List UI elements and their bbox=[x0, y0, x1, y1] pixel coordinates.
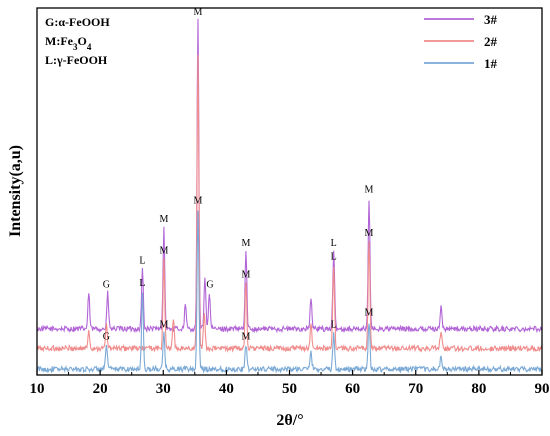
x-tick-label: 50 bbox=[282, 381, 297, 397]
x-tick-label: 70 bbox=[408, 381, 423, 397]
annotation-layer: G L M M G M L M M M L M G L M M M L M bbox=[103, 7, 374, 342]
x-tick-label: 20 bbox=[93, 381, 108, 397]
phase-annotation: M bbox=[365, 308, 374, 319]
legend-label: 1# bbox=[484, 56, 498, 71]
phase-key-entry: L:γ-FeOOH bbox=[45, 53, 108, 67]
phase-annotation: M bbox=[241, 331, 250, 342]
phase-key-entry: M:Fe3O4 bbox=[45, 34, 92, 52]
phase-annotation: L bbox=[139, 278, 145, 289]
x-tick-label: 40 bbox=[219, 381, 234, 397]
phase-annotation: M bbox=[194, 195, 203, 206]
phase-annotation: M bbox=[241, 238, 250, 249]
series-line-2 bbox=[36, 54, 543, 353]
phase-annotation: M bbox=[194, 7, 203, 18]
phase-annotation: G bbox=[103, 331, 110, 342]
x-axis-label: 2θ/° bbox=[276, 412, 303, 429]
phase-key-entry: G:α-FeOOH bbox=[45, 15, 110, 29]
legend-label: 2# bbox=[484, 34, 498, 49]
phase-annotation: L bbox=[139, 256, 145, 267]
phase-annotation: G bbox=[206, 279, 213, 290]
x-tick-label: 10 bbox=[30, 381, 45, 397]
y-axis-label: Intensity(a,u) bbox=[7, 145, 24, 237]
phase-annotation: L bbox=[331, 320, 337, 331]
x-tick-label: 90 bbox=[535, 381, 550, 397]
x-tick-label: 30 bbox=[156, 381, 171, 397]
phase-annotation: L bbox=[331, 252, 337, 263]
phase-annotation: G bbox=[103, 279, 110, 290]
phase-annotation: M bbox=[365, 228, 374, 239]
phase-annotation: M bbox=[159, 320, 168, 331]
phase-annotation: L bbox=[331, 238, 337, 249]
phase-annotation: M bbox=[241, 269, 250, 280]
x-tick-label: 60 bbox=[345, 381, 360, 397]
series-line-1 bbox=[36, 18, 543, 334]
phase-annotation: M bbox=[365, 185, 374, 196]
x-tick-label: 80 bbox=[471, 381, 486, 397]
legend-label: 3# bbox=[484, 12, 498, 27]
phase-annotation: M bbox=[159, 214, 168, 225]
phase-annotation: M bbox=[159, 246, 168, 257]
x-axis-ticks: 10 20 30 40 50 60 70 80 90 bbox=[30, 370, 550, 397]
legend: 3# 2# 1# bbox=[424, 12, 498, 71]
